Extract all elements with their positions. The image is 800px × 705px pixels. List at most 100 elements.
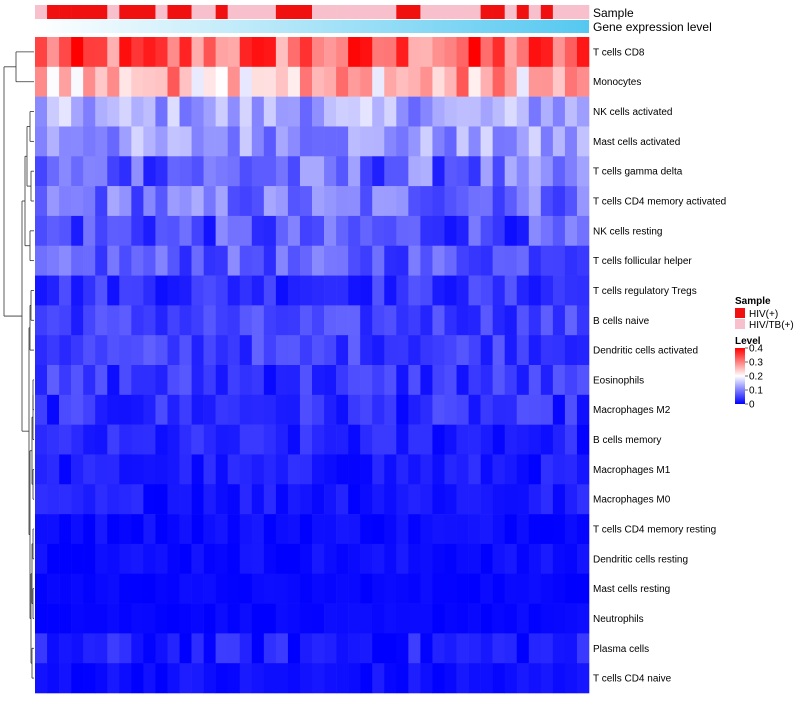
heatmap-cell bbox=[408, 156, 421, 187]
heatmap-cell bbox=[179, 573, 192, 604]
heatmap-cell bbox=[564, 156, 578, 187]
heatmap-cell bbox=[372, 215, 385, 247]
heatmap-cell bbox=[299, 37, 313, 68]
heatmap-cell bbox=[420, 156, 433, 187]
heatmap-cell bbox=[312, 245, 325, 276]
heatmap-cell bbox=[191, 186, 204, 217]
heatmap-cell bbox=[516, 66, 530, 97]
heatmap-cell bbox=[324, 424, 337, 455]
heatmap-cell bbox=[480, 543, 493, 575]
heatmap-cell bbox=[480, 365, 493, 396]
heatmap-cell bbox=[71, 215, 84, 247]
heatmap-cell bbox=[504, 573, 518, 604]
row-label: T cells CD4 memory activated bbox=[593, 197, 726, 208]
heatmap-cell bbox=[504, 633, 518, 664]
heatmap-cell bbox=[432, 186, 445, 217]
heatmap-cell bbox=[155, 514, 168, 545]
heatmap-cell bbox=[516, 633, 530, 664]
heatmap-cell bbox=[504, 394, 518, 425]
heatmap-cell bbox=[360, 663, 373, 694]
heatmap-cell bbox=[372, 156, 385, 187]
heatmap-cell bbox=[215, 514, 228, 545]
heatmap-cell bbox=[155, 424, 168, 455]
heatmap-cell bbox=[576, 543, 590, 575]
heatmap-cell bbox=[528, 186, 542, 217]
heatmap-cell bbox=[576, 633, 590, 664]
heatmap-cell bbox=[516, 543, 530, 575]
heatmap-cell bbox=[155, 215, 168, 247]
heatmap-cell bbox=[528, 156, 542, 187]
heatmap-cell bbox=[131, 186, 144, 217]
heatmap-cell bbox=[119, 633, 132, 664]
heatmap-cell bbox=[119, 96, 132, 127]
heatmap-cell bbox=[203, 394, 216, 425]
heatmap-cell bbox=[107, 603, 120, 634]
heatmap-cell bbox=[95, 126, 108, 157]
heatmap-cell bbox=[263, 275, 277, 306]
legend-label-hiv: HIV(+) bbox=[749, 309, 778, 320]
heatmap-cell bbox=[552, 424, 566, 455]
heatmap-cell bbox=[504, 603, 518, 634]
sample-annotation-cell bbox=[203, 5, 216, 19]
heatmap-cell bbox=[444, 603, 457, 634]
heatmap-cell bbox=[239, 573, 253, 604]
heatmap-cell bbox=[492, 215, 505, 247]
heatmap-cell bbox=[179, 543, 192, 575]
heatmap-cell bbox=[47, 514, 60, 545]
heatmap-cell bbox=[143, 275, 156, 306]
heatmap-cell bbox=[107, 275, 120, 306]
heatmap-cell bbox=[143, 215, 156, 247]
heatmap-cell bbox=[432, 156, 445, 187]
heatmap-cell bbox=[119, 305, 132, 336]
heatmap-cell bbox=[396, 305, 409, 336]
heatmap-cell bbox=[360, 484, 373, 515]
heatmap-cell bbox=[107, 365, 120, 396]
heatmap-cell bbox=[275, 573, 289, 604]
heatmap-cell bbox=[215, 37, 228, 68]
heatmap-cell bbox=[408, 37, 421, 68]
heatmap-cell bbox=[47, 96, 60, 127]
heatmap-cell bbox=[516, 573, 530, 604]
heatmap-cell bbox=[251, 514, 265, 545]
heatmap-cell bbox=[420, 186, 433, 217]
heatmap-cell bbox=[336, 603, 349, 634]
heatmap-cell bbox=[564, 215, 578, 247]
heatmap-cell bbox=[468, 335, 481, 366]
heatmap-cell bbox=[299, 603, 313, 634]
heatmap-cell bbox=[275, 514, 289, 545]
heatmap-cell bbox=[372, 275, 385, 306]
heatmap-cell bbox=[215, 543, 228, 575]
heatmap-cell bbox=[468, 514, 481, 545]
heatmap-cell bbox=[348, 96, 361, 127]
heatmap-cell bbox=[444, 484, 457, 515]
heatmap-cell bbox=[227, 186, 241, 217]
heatmap-cell bbox=[263, 424, 277, 455]
heatmap-cell bbox=[504, 66, 518, 97]
heatmap-cell bbox=[336, 245, 349, 276]
heatmap-cell bbox=[528, 66, 542, 97]
row-label: T cells gamma delta bbox=[593, 167, 683, 178]
heatmap-cell bbox=[119, 394, 132, 425]
heatmap-cell bbox=[384, 245, 397, 276]
heatmap-cell bbox=[35, 335, 48, 366]
heatmap-cell bbox=[35, 245, 48, 276]
heatmap-cell bbox=[372, 394, 385, 425]
heatmap-cell bbox=[47, 126, 60, 157]
heatmap-cell bbox=[324, 514, 337, 545]
sample-annotation-cell bbox=[528, 5, 542, 19]
heatmap-cell bbox=[468, 215, 481, 247]
heatmap-cell bbox=[119, 37, 132, 68]
heatmap-cell bbox=[215, 305, 228, 336]
heatmap-cell bbox=[275, 126, 289, 157]
heatmap-cell bbox=[396, 514, 409, 545]
heatmap-cell bbox=[263, 66, 277, 97]
sample-annotation-cell bbox=[360, 5, 373, 19]
heatmap-cell bbox=[408, 484, 421, 515]
heatmap-cell bbox=[408, 245, 421, 276]
heatmap-cell bbox=[444, 663, 457, 694]
sample-annotation-cell bbox=[552, 5, 566, 19]
heatmap-cell bbox=[576, 305, 590, 336]
heatmap-cell bbox=[480, 663, 493, 694]
heatmap-cell bbox=[360, 305, 373, 336]
heatmap-cell bbox=[167, 66, 180, 97]
